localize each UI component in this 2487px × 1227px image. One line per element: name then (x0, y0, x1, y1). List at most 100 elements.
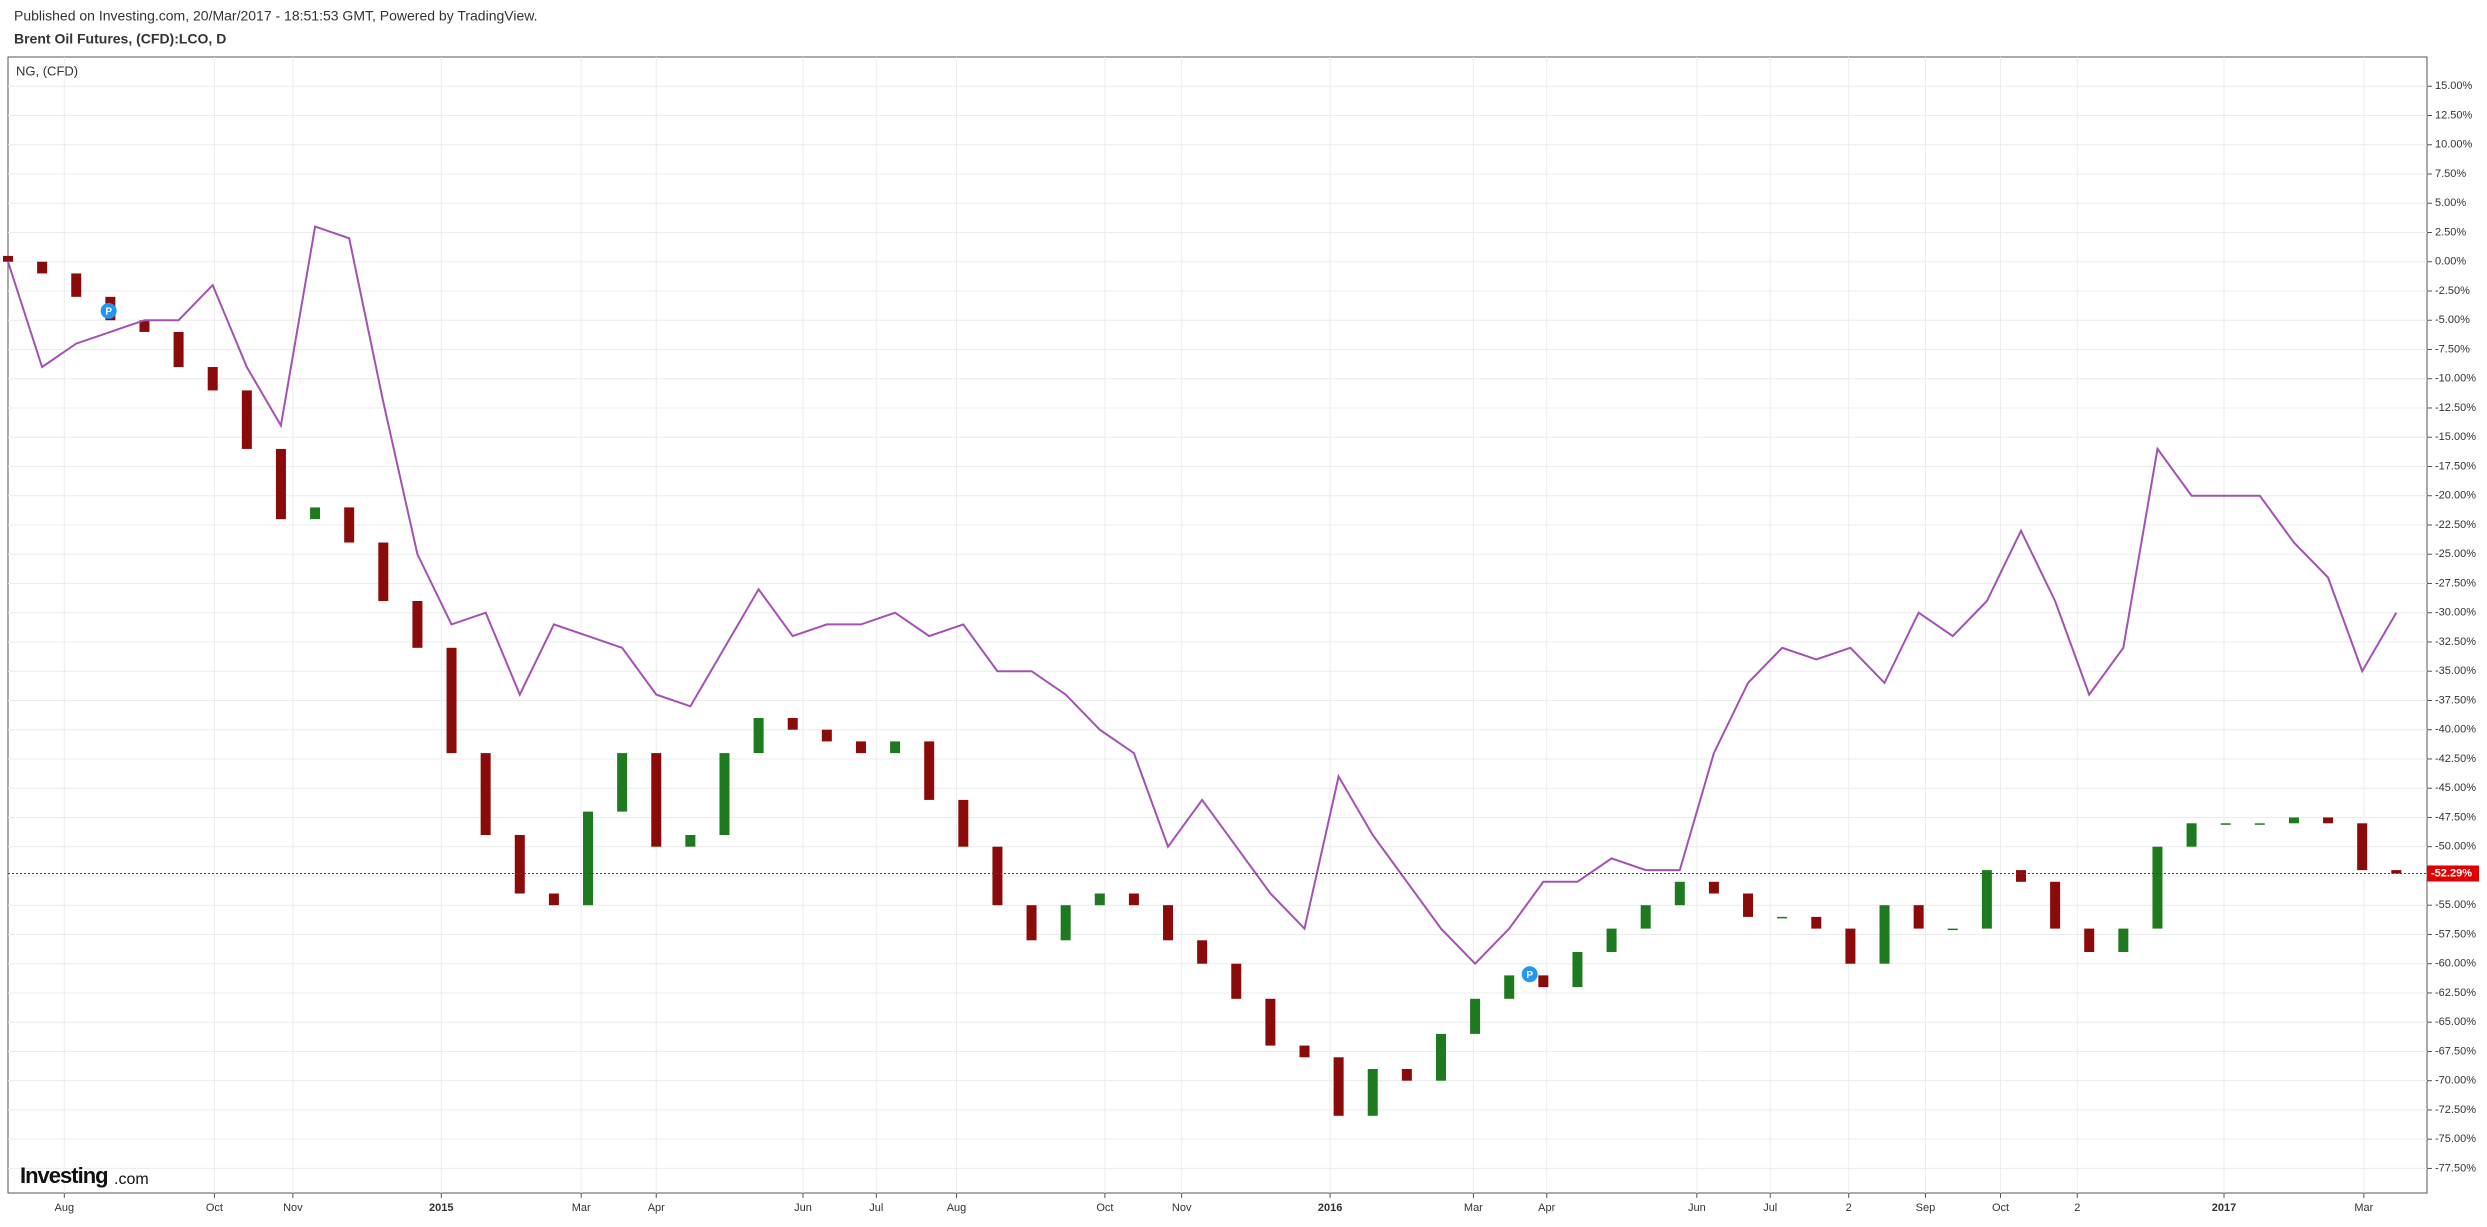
x-tick-label: 2 (2074, 1202, 2080, 1214)
annotation-label: P (105, 307, 112, 318)
candle (1197, 940, 1208, 964)
candle (855, 741, 866, 754)
candle (2084, 928, 2095, 952)
candle (1845, 928, 1856, 964)
x-tick-label: 2 (1846, 1202, 1852, 1214)
ng-line (7, 225, 2398, 966)
x-tick-label: Oct (206, 1202, 223, 1214)
plot-frame (7, 56, 2428, 1194)
y-tick-label: -5.00% (2435, 314, 2470, 326)
y-tick-label: 0.00% (2435, 256, 2466, 268)
y-tick-label: 7.50% (2435, 168, 2466, 180)
x-tick-label: Apr (1538, 1202, 1555, 1214)
y-tick-label: -37.50% (2435, 694, 2476, 706)
candle (1640, 905, 1651, 929)
candle (1538, 975, 1549, 988)
candle (958, 799, 969, 847)
candle (2152, 846, 2163, 929)
y-tick-label: -60.00% (2435, 958, 2476, 970)
x-tick-label: 2015 (429, 1202, 453, 1214)
candle (1299, 1045, 1310, 1058)
y-tick-label: -47.50% (2435, 811, 2476, 823)
y-tick-label: -2.50% (2435, 285, 2470, 297)
candle (2186, 823, 2197, 847)
candle (1572, 951, 1583, 988)
y-tick-label: -72.50% (2435, 1104, 2476, 1116)
y-tick-label: -25.00% (2435, 548, 2476, 560)
candle (37, 261, 48, 274)
candle (719, 753, 730, 836)
x-tick-label: Aug (947, 1202, 967, 1214)
candle (1435, 1033, 1446, 1081)
y-tick-label: 2.50% (2435, 226, 2466, 238)
candle (207, 367, 218, 391)
y-tick-label: -35.00% (2435, 665, 2476, 677)
y-tick-label: -77.50% (2435, 1162, 2476, 1174)
y-tick-label: 15.00% (2435, 80, 2473, 92)
x-tick-label: Nov (1172, 1202, 1192, 1214)
candle (685, 835, 696, 847)
candle (821, 729, 832, 742)
candle (446, 647, 457, 754)
candle (548, 893, 559, 906)
x-tick-label: Jun (1688, 1202, 1706, 1214)
x-tick-label: 2016 (1318, 1202, 1342, 1214)
candle (1947, 928, 1958, 931)
y-tick-label: -45.00% (2435, 782, 2476, 794)
candle (2323, 817, 2334, 824)
x-tick-label: Apr (648, 1202, 665, 1214)
candle (514, 835, 525, 894)
y-tick-label: 10.00% (2435, 139, 2473, 151)
candle (890, 741, 901, 754)
y-tick-label: -75.00% (2435, 1133, 2476, 1145)
x-tick-label: Sep (1916, 1202, 1936, 1214)
x-tick-label: Mar (2354, 1202, 2373, 1214)
y-tick-label: -65.00% (2435, 1016, 2476, 1028)
candle (583, 811, 594, 906)
candle (275, 448, 286, 520)
candle (139, 320, 150, 332)
y-tick-label: -20.00% (2435, 490, 2476, 502)
candle (2050, 881, 2061, 929)
candle (1401, 1068, 1412, 1081)
candle (2015, 870, 2026, 882)
candle (1811, 916, 1822, 929)
x-tick-label: Jul (1763, 1202, 1777, 1214)
candle (1470, 998, 1481, 1034)
candle (480, 753, 491, 836)
legend-ng: NG, (CFD) (16, 63, 78, 78)
y-tick-label: -42.50% (2435, 753, 2476, 765)
candle (787, 718, 798, 730)
y-tick-label: -57.50% (2435, 928, 2476, 940)
y-tick-label: -12.50% (2435, 402, 2476, 414)
candle (1026, 905, 1037, 941)
candle (1708, 881, 1719, 894)
candle (651, 753, 662, 847)
candle (310, 507, 321, 520)
candle (241, 390, 252, 449)
candle (1743, 893, 1754, 917)
y-tick-label: 5.00% (2435, 197, 2466, 209)
y-tick-label: -27.50% (2435, 577, 2476, 589)
candle (1981, 870, 1992, 929)
annotation-marker (100, 302, 117, 319)
x-tick-label: Jun (794, 1202, 812, 1214)
published-note: Published on Investing.com, 20/Mar/2017 … (14, 8, 537, 24)
candle (1094, 893, 1105, 906)
candle (1333, 1057, 1344, 1116)
y-tick-label: -17.50% (2435, 460, 2476, 472)
x-tick-label: Oct (1096, 1202, 1113, 1214)
candle (1504, 975, 1515, 999)
logo-suffix: .com (114, 1171, 149, 1188)
y-tick-label: -40.00% (2435, 724, 2476, 736)
y-tick-label: -10.00% (2435, 373, 2476, 385)
y-tick-label: -32.50% (2435, 636, 2476, 648)
x-tick-label: Nov (283, 1202, 303, 1214)
candle (1367, 1068, 1378, 1116)
candle (71, 273, 82, 297)
candle (1231, 963, 1242, 999)
candle (1060, 905, 1071, 941)
y-tick-label: -7.50% (2435, 343, 2470, 355)
candle (617, 753, 628, 812)
